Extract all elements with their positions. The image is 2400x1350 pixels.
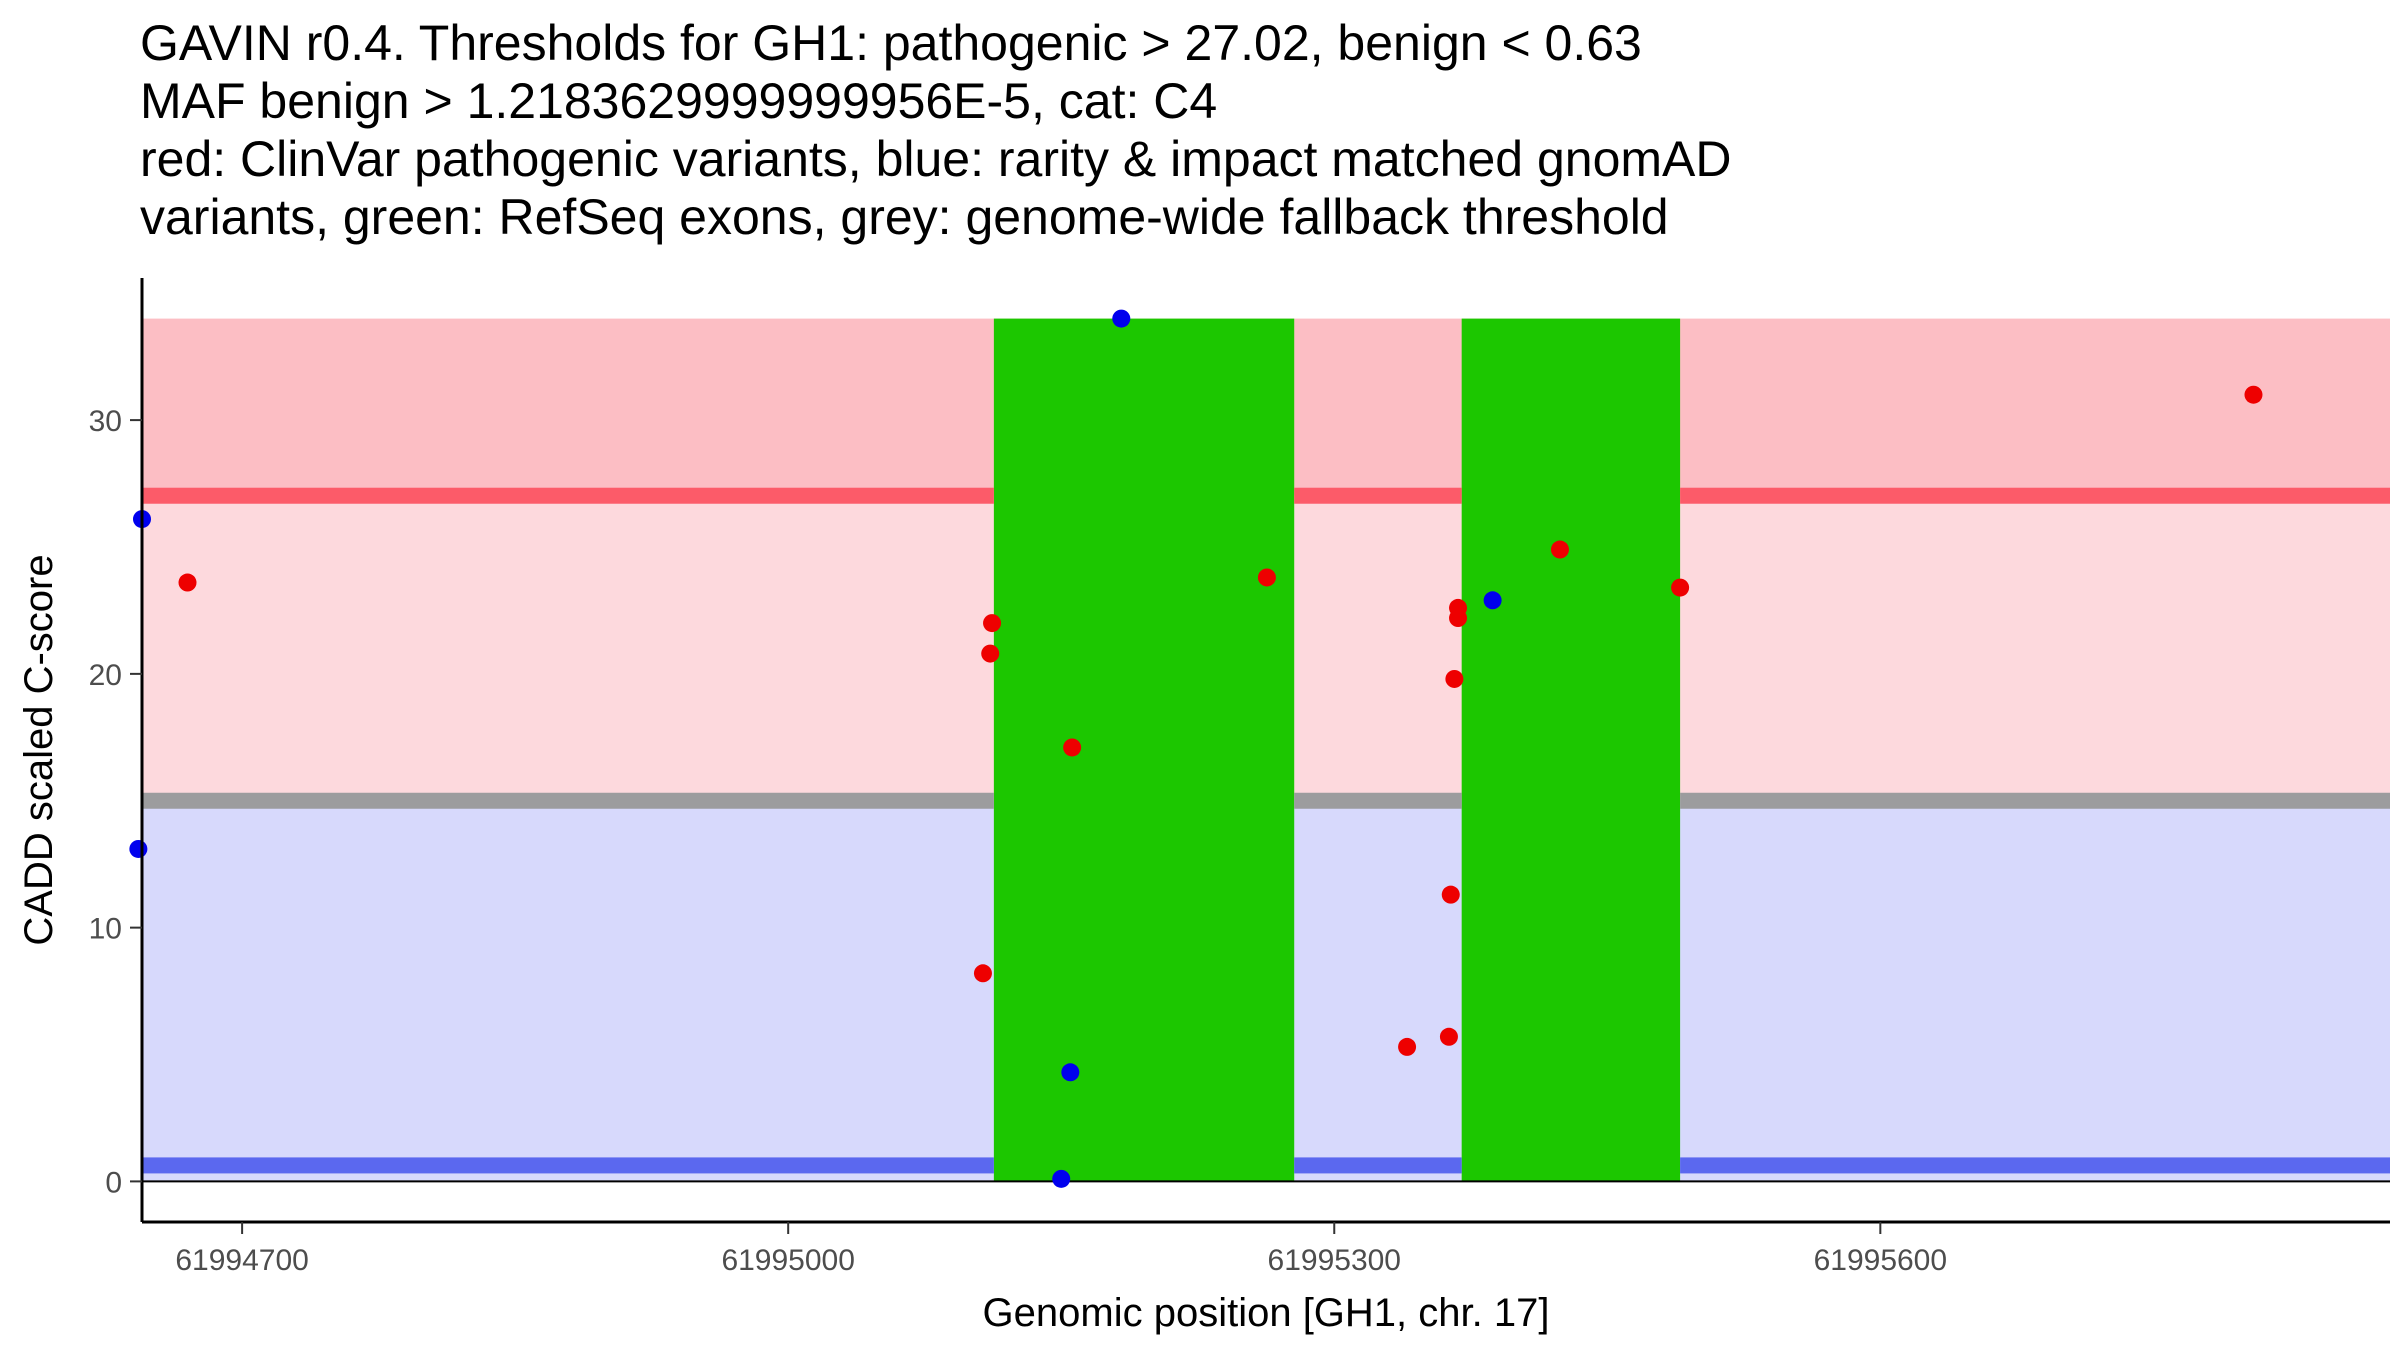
title-line-4: variants, green: RefSeq exons, grey: gen… xyxy=(140,189,1669,245)
x-tick-label-1: 61995000 xyxy=(721,1244,854,1277)
threshold-line-0-seg-2 xyxy=(1680,487,2390,504)
threshold-line-2-seg-0 xyxy=(142,1157,994,1174)
data-point-0-6 xyxy=(1398,1037,1417,1056)
chart-title: GAVIN r0.4. Thresholds for GH1: pathogen… xyxy=(140,14,2340,246)
data-point-0-4 xyxy=(1063,738,1082,757)
data-point-0-11 xyxy=(1449,598,1468,617)
threshold-line-1-seg-1 xyxy=(1294,792,1462,809)
threshold-line-1-seg-0 xyxy=(142,792,994,809)
data-point-0-9 xyxy=(1445,669,1464,688)
data-point-0-1 xyxy=(973,964,992,983)
x-tick-label-3: 61995600 xyxy=(1814,1244,1947,1277)
x-tick-label-0: 61994700 xyxy=(175,1244,308,1277)
data-point-0-0 xyxy=(178,573,197,592)
exon-band-1 xyxy=(993,318,1295,1182)
data-point-1-2 xyxy=(1052,1169,1071,1188)
y-tick-label-3: 30 xyxy=(89,405,122,438)
data-point-0-12 xyxy=(1550,540,1569,559)
threshold-lines xyxy=(142,487,2390,1174)
data-point-0-3 xyxy=(983,614,1002,633)
data-point-1-1 xyxy=(129,839,148,858)
y-axis-title: CADD scaled C-score xyxy=(17,554,61,945)
data-point-0-14 xyxy=(2244,385,2263,404)
data-point-0-5 xyxy=(1257,568,1276,587)
title-line-3: red: ClinVar pathogenic variants, blue: … xyxy=(140,131,1732,187)
data-point-0-8 xyxy=(1441,885,1460,904)
title-line-2: MAF benign > 1.2183629999999956E-5, cat:… xyxy=(140,73,1218,129)
exon-bands xyxy=(993,318,1681,1182)
y-tick-label-0: 0 xyxy=(105,1166,122,1199)
x-tick-label-2: 61995300 xyxy=(1268,1244,1401,1277)
data-point-0-13 xyxy=(1671,578,1690,597)
exon-band-2 xyxy=(1461,318,1681,1182)
threshold-line-2-seg-2 xyxy=(1680,1157,2390,1174)
data-point-0-2 xyxy=(981,644,1000,663)
threshold-line-2-seg-1 xyxy=(1294,1157,1462,1174)
threshold-line-0-seg-1 xyxy=(1294,487,1462,504)
data-point-1-5 xyxy=(1483,591,1502,610)
data-point-0-7 xyxy=(1439,1027,1458,1046)
threshold-line-1-seg-2 xyxy=(1680,792,2390,809)
data-point-1-3 xyxy=(1061,1063,1080,1082)
y-tick-label-2: 20 xyxy=(89,659,122,692)
y-tick-label-1: 10 xyxy=(89,913,122,946)
title-line-1: GAVIN r0.4. Thresholds for GH1: pathogen… xyxy=(140,15,1642,71)
data-point-1-4 xyxy=(1112,309,1131,328)
axes: 0 10 20 30 61994700 61995000 61995300 61995600 xyxy=(89,278,2390,1277)
threshold-line-0-seg-0 xyxy=(142,487,994,504)
x-axis-title: Genomic position [GH1, chr. 17] xyxy=(983,1291,1550,1335)
